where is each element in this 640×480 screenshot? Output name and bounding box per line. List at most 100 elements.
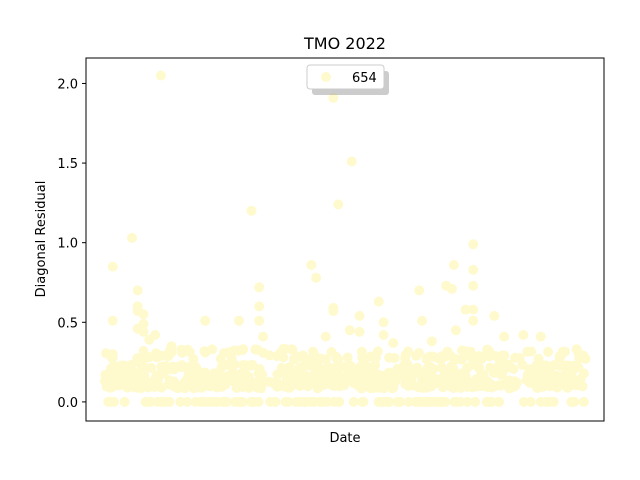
data-point-834 [556,349,567,360]
data-point-454 [341,370,352,381]
data-point-706 [456,354,467,365]
data-point-818 [417,315,428,326]
data-point-722 [389,353,400,363]
data-point-649 [191,363,202,374]
data-point-326 [264,376,275,387]
data-point-391 [451,378,462,389]
data-point-813 [373,296,384,307]
data-point-651 [448,363,459,374]
data-point-407 [363,377,374,388]
data-point-803 [311,272,322,283]
data-point-646 [467,359,478,370]
data-point-809 [344,325,355,336]
data-point-796 [234,315,244,326]
data-point-3 [182,396,193,407]
data-point-776 [107,315,118,326]
data-point-75 [484,396,495,407]
data-point-91 [246,396,256,407]
data-point-412 [570,376,581,387]
data-point-772 [275,347,286,358]
data-point-608 [334,363,345,374]
data-point-594 [485,362,496,373]
data-point-780 [127,232,137,243]
data-point-633 [297,362,308,373]
data-point-790 [150,330,161,340]
data-point-35 [358,396,369,407]
data-point-766 [307,346,318,357]
data-point-638 [284,361,295,372]
data-point-779 [107,365,118,376]
data-point-747 [414,348,424,358]
data-point-520 [151,371,161,382]
data-point-748 [403,346,414,357]
data-point-758 [286,344,297,355]
data-point-788 [138,345,149,356]
data-point-218 [495,380,506,391]
data-point-805 [328,92,339,103]
data-point-823 [450,325,461,336]
data-point-103 [548,396,559,407]
data-point-108 [569,396,580,407]
data-point-95 [230,396,240,407]
data-point-65 [415,396,426,407]
plot-area-frame [85,57,605,422]
data-point-424 [504,375,515,386]
legend: 654 [306,64,389,95]
data-point-807 [328,306,339,317]
data-point-636 [324,362,335,373]
data-point-658 [156,361,167,372]
data-point-769 [219,348,229,359]
data-point-798 [254,282,265,293]
data-point-97 [161,396,172,407]
data-point-102 [383,396,394,407]
data-point-104 [395,396,406,407]
data-point-327 [271,376,282,387]
data-point-408 [168,376,179,387]
data-point-57 [103,396,114,407]
data-point-659 [176,362,187,373]
data-point-824 [460,304,471,315]
data-point-27 [283,396,294,407]
data-point-93 [449,396,460,407]
data-point-605 [345,360,356,371]
data-point-565 [146,362,157,373]
data-point-90 [221,396,232,407]
data-point-744 [484,346,495,357]
data-point-19 [462,396,473,407]
data-point-761 [151,348,162,359]
data-point-107 [291,396,302,407]
y-axis: 0.0 0.5 1.0 1.5 2.0 [57,77,86,411]
data-point-812 [354,326,365,337]
data-point-42 [535,396,546,407]
data-point-364 [251,377,261,388]
data-point-68 [425,396,435,407]
data-point-767 [252,344,263,355]
data-point-763 [571,344,582,355]
data-point-656 [436,362,447,373]
data-point-815 [378,330,389,340]
data-point-675 [298,350,308,361]
data-point-786 [138,318,149,329]
data-point-554 [276,362,287,373]
data-point-688 [510,352,521,363]
data-point-829 [468,315,479,326]
data-point-734 [442,346,453,357]
data-point-632 [425,361,436,372]
data-point-826 [468,264,479,275]
data-point-74 [348,396,359,407]
x-axis-label: Date [329,431,360,446]
data-point-561 [370,360,381,370]
data-point-106 [119,396,130,407]
data-point-797 [246,205,257,216]
data-point-88 [207,396,218,407]
data-point-534 [328,371,339,382]
data-point-817 [414,285,425,296]
data-point-98 [322,396,333,407]
data-point-781 [132,285,143,296]
y-tick-label-0: 0.0 [57,396,78,411]
data-point-69 [253,396,264,407]
data-point-657 [247,359,258,370]
data-point-634 [307,361,318,372]
data-point-585 [254,364,265,374]
